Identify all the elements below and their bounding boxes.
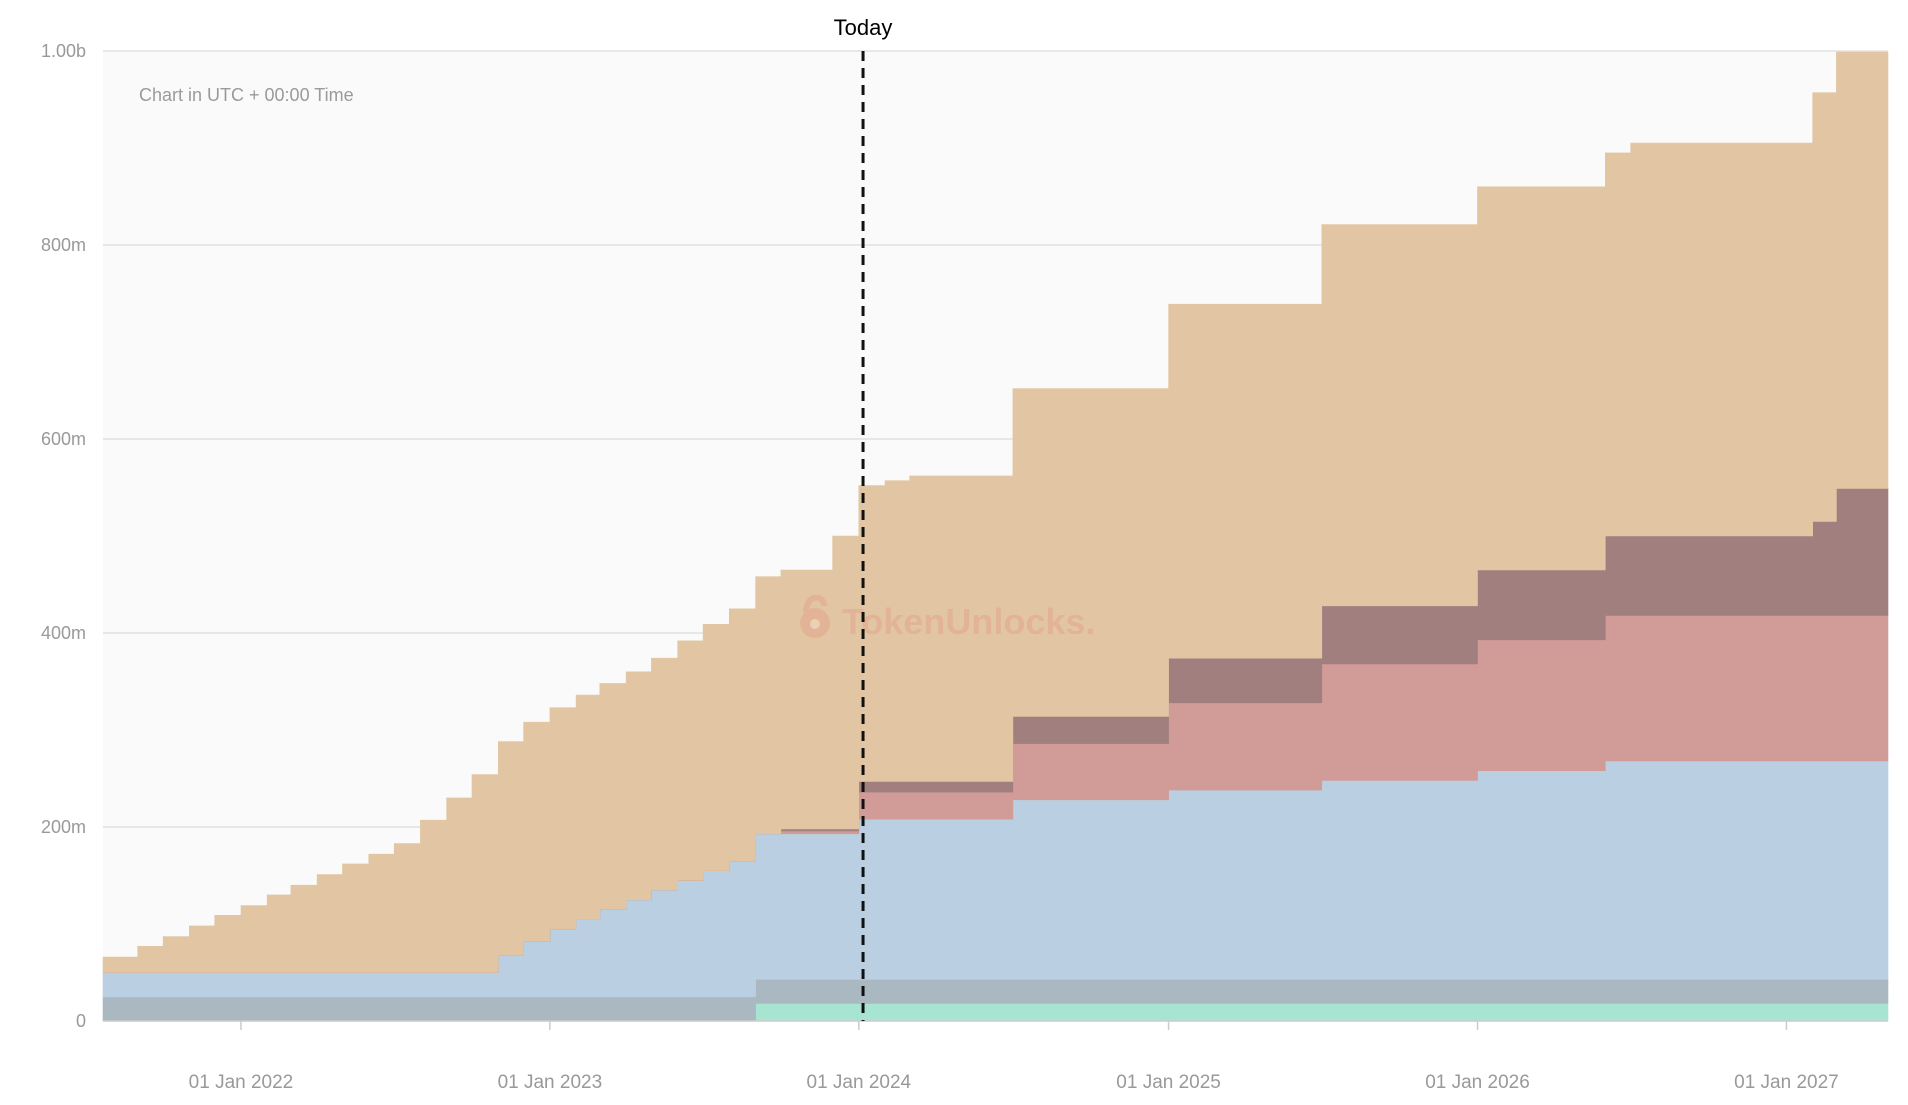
watermark-lock-shackle [803,594,827,613]
series-areas [102,51,1889,1022]
x-axis [103,1020,1888,1030]
timezone-note: Chart in UTC + 00:00 Time [139,85,354,105]
x-tick-label: 01 Jan 2023 [498,1072,603,1093]
x-tick-label: 01 Jan 2024 [807,1072,912,1093]
x-tick-label: 01 Jan 2027 [1734,1072,1839,1093]
watermark-lock-hole [810,619,820,629]
y-tick-label: 800m [41,235,86,255]
x-tick-label: 01 Jan 2026 [1425,1072,1530,1093]
y-tick-label: 600m [41,429,86,449]
y-tick-label: 0 [76,1011,86,1031]
watermark: TokenUnlocks. [800,594,1095,642]
x-axis-tick-labels: 01 Jan 2022 01 Jan 2023 01 Jan 2024 01 Jan … [189,1072,1839,1093]
x-tick-label: 01 Jan 2022 [189,1072,294,1093]
watermark-text: TokenUnlocks. [842,601,1095,642]
y-tick-label: 1.00b [41,41,86,61]
x-tick-label: 01 Jan 2025 [1116,1072,1221,1093]
y-tick-label: 400m [41,623,86,643]
series-area-6[interactable] [102,51,1889,973]
today-label: Today [834,15,893,40]
y-tick-label: 200m [41,817,86,837]
y-axis-tick-labels: 0 200m 400m 600m 800m 1.00b [41,41,86,1031]
